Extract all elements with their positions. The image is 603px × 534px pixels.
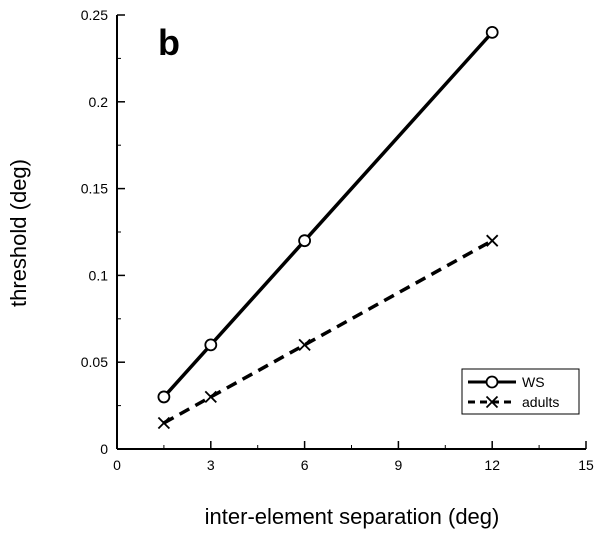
x-tick-label: 6 bbox=[301, 457, 309, 473]
y-tick-label: 0.2 bbox=[89, 94, 109, 110]
data-point bbox=[157, 416, 171, 430]
series-adults bbox=[157, 234, 499, 430]
series-line bbox=[163, 239, 494, 425]
x-tick-label: 0 bbox=[113, 457, 121, 473]
legend-label: adults bbox=[522, 394, 559, 410]
data-point bbox=[204, 338, 218, 352]
series-WS bbox=[157, 25, 499, 404]
y-tick-label: 0.25 bbox=[81, 7, 108, 23]
series-layer bbox=[157, 25, 499, 430]
legend-items: WS adults bbox=[468, 374, 559, 410]
legend-label: WS bbox=[522, 374, 545, 390]
data-point bbox=[204, 390, 217, 404]
legend: WS adults bbox=[461, 368, 580, 415]
y-axis-ticks: 0 0.05 0.1 0.15 0.2 0.25 bbox=[81, 7, 125, 457]
x-axis-ticks: 0 3 6 9 12 15 bbox=[113, 441, 594, 473]
x-tick-label: 3 bbox=[207, 457, 215, 473]
data-point bbox=[486, 234, 499, 247]
marker-stroke bbox=[298, 338, 311, 351]
x-tick-label: 9 bbox=[395, 457, 403, 473]
x-axis-title: inter-element separation (deg) bbox=[205, 504, 500, 529]
marker-stroke bbox=[486, 234, 499, 247]
y-tick-label: 0.05 bbox=[81, 354, 108, 370]
y-tick-label: 0.1 bbox=[89, 267, 109, 283]
y-tick-label: 0 bbox=[100, 441, 108, 457]
y-tick-label: 0.15 bbox=[81, 181, 108, 197]
legend-marker bbox=[485, 395, 499, 409]
data-point bbox=[157, 390, 171, 404]
marker-stroke bbox=[204, 390, 217, 404]
legend-box bbox=[461, 368, 580, 415]
marker-stroke bbox=[485, 395, 499, 409]
y-axis-title: threshold (deg) bbox=[6, 159, 31, 307]
x-tick-label: 15 bbox=[578, 457, 594, 473]
data-point bbox=[298, 338, 311, 351]
marker-stroke bbox=[157, 416, 171, 430]
data-point bbox=[485, 25, 499, 39]
legend-marker bbox=[485, 375, 499, 389]
data-point bbox=[298, 234, 312, 248]
panel-label: b bbox=[158, 22, 180, 63]
x-tick-label: 12 bbox=[484, 457, 500, 473]
series-line bbox=[162, 31, 494, 399]
